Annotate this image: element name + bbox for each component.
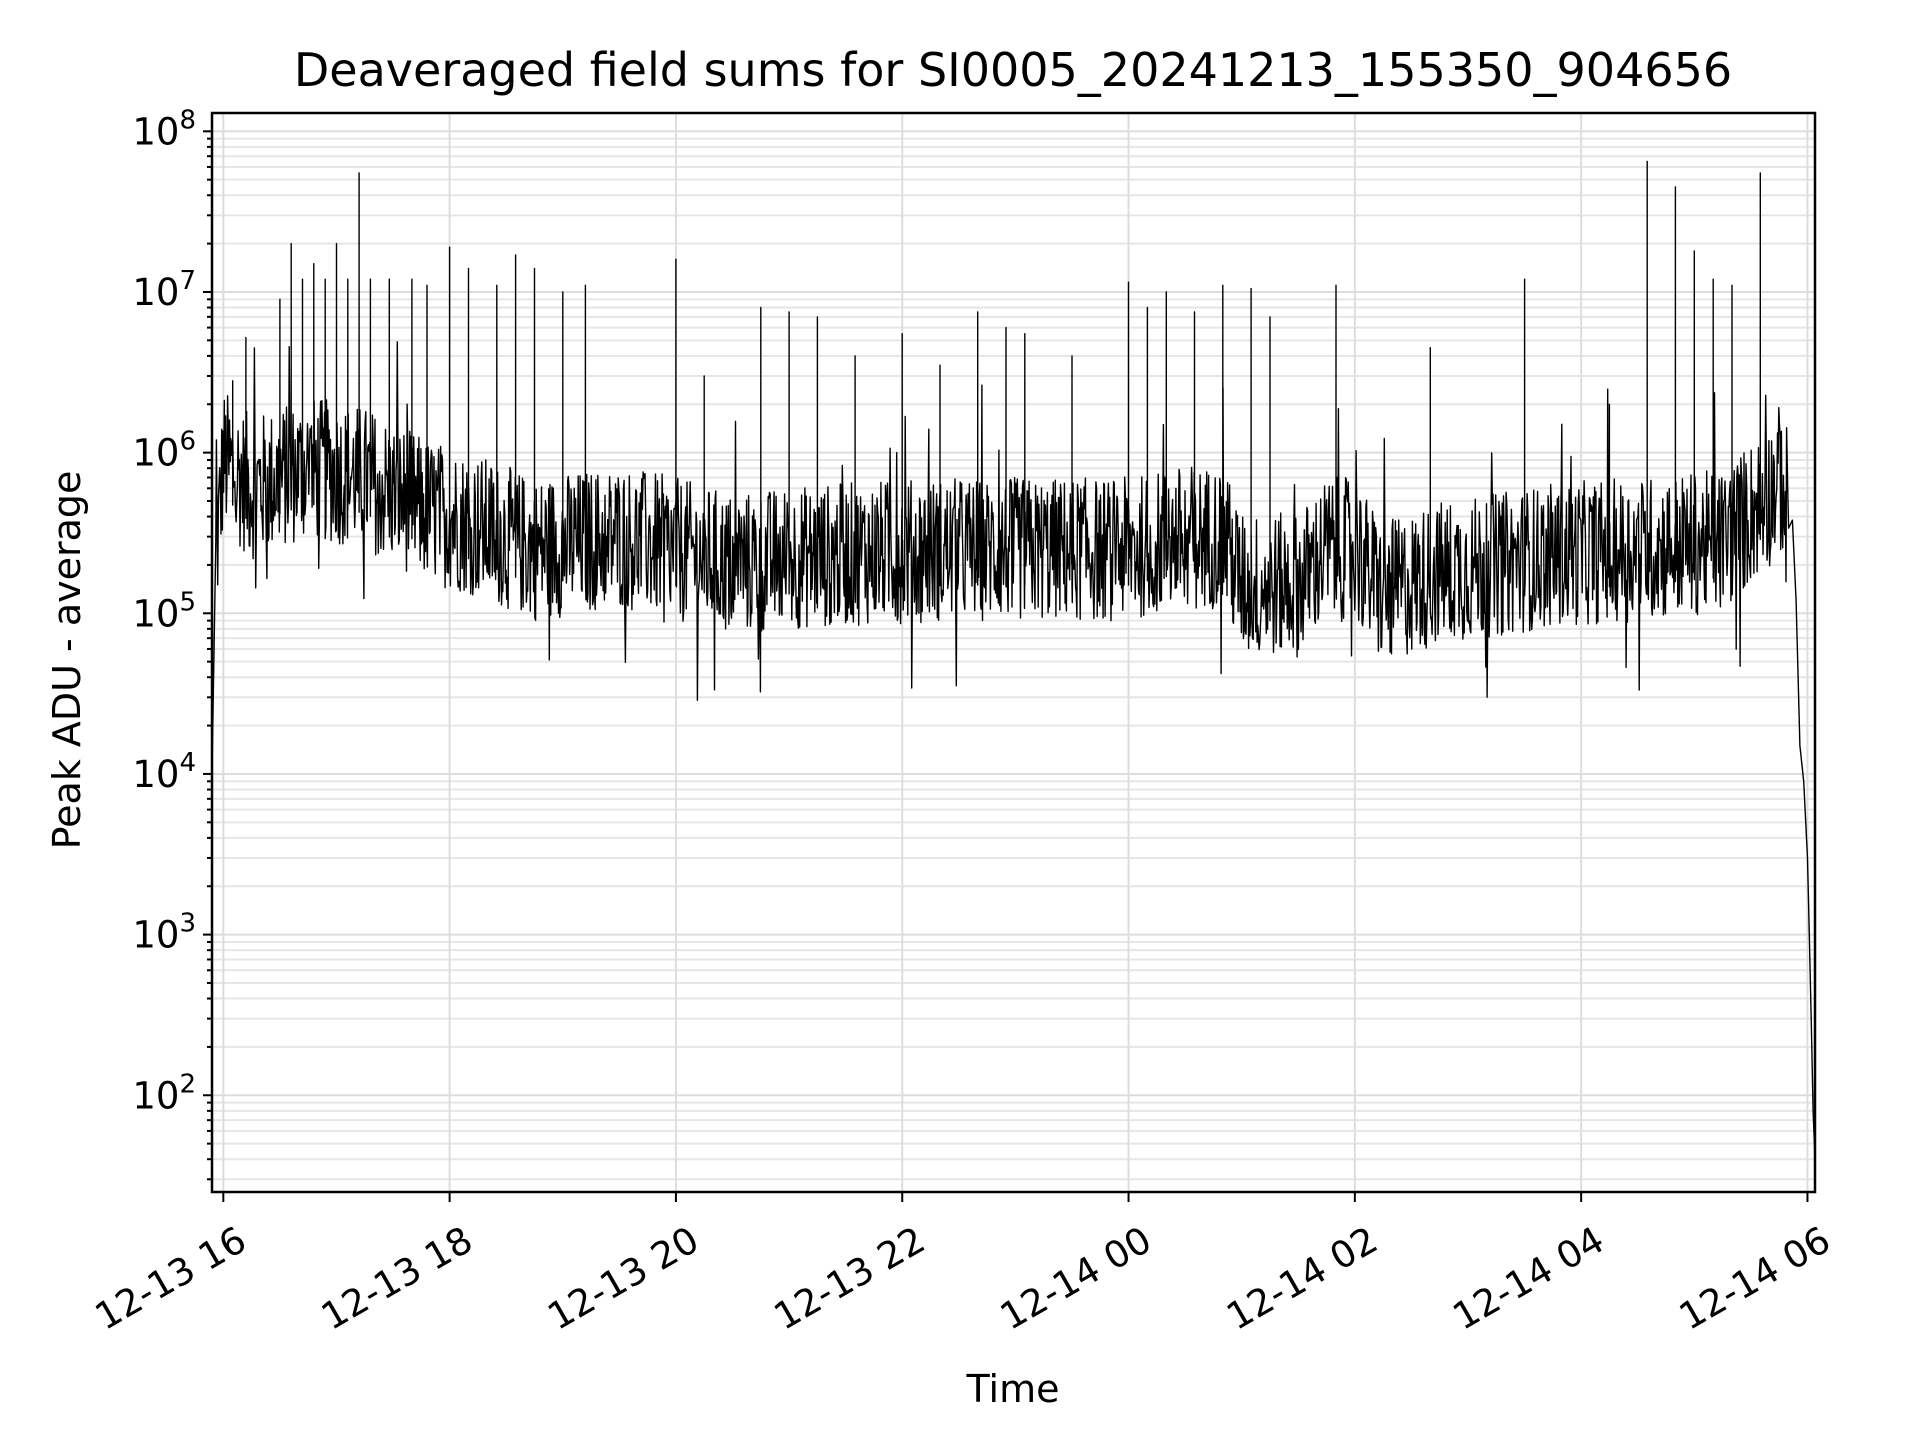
y-tick-label: 107 [132, 266, 196, 314]
x-tick-label: 12-14 06 [1672, 1218, 1838, 1338]
y-tick-label: 103 [132, 909, 196, 957]
x-tick-label: 12-13 16 [88, 1218, 254, 1338]
x-tick-label: 12-13 18 [314, 1218, 480, 1338]
x-tick-label: 12-14 02 [1219, 1218, 1385, 1338]
grid [212, 113, 1815, 1192]
chart-title: Deaveraged field sums for SI0005_2024121… [294, 43, 1732, 97]
y-tick-label: 105 [132, 587, 196, 635]
y-tick-label: 106 [132, 427, 196, 475]
x-tick-label: 12-13 20 [540, 1218, 706, 1338]
series-line [211, 160, 1816, 1160]
plot-frame [210, 111, 1817, 1194]
x-tick-label: 12-14 00 [993, 1218, 1159, 1338]
y-axis-label: Peak ADU - average [45, 471, 89, 850]
y-tick-label: 102 [132, 1069, 196, 1117]
y-tick-label: 104 [132, 748, 196, 796]
x-axis-label: Time [966, 1367, 1060, 1411]
x-tick-label: 12-14 04 [1446, 1218, 1612, 1338]
y-tick-label: 108 [132, 105, 196, 153]
x-tick-label: 12-13 22 [767, 1218, 933, 1338]
axes: 102 103 104 105 106 107 108 12-13 16 12-13 18 12-… [88, 105, 1838, 1338]
